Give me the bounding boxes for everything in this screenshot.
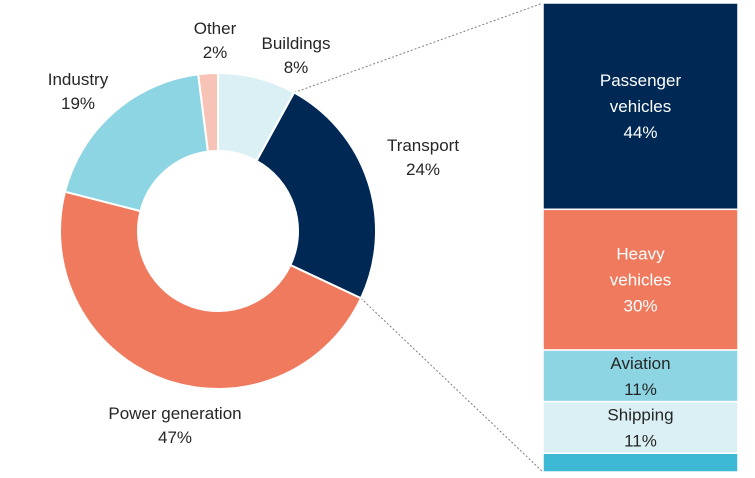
bar-segment-passenger-vehicles [542,2,739,211]
donut-value-label: 2% [203,43,228,62]
bar-category-label: Aviation [610,354,670,373]
donut-value-label: 47% [158,428,192,447]
bar-segment-heavy-vehicles [542,208,739,351]
bar-value-label: 11% [624,380,657,399]
connector-line-top [293,2,544,94]
stacked-bar-labels: Passenger vehicles 44% Heavy vehicles 30% Avia… [600,71,682,450]
donut-category-label: Power generation [108,404,241,423]
donut-value-label: 8% [284,58,309,77]
bar-segment-aviation [542,349,739,403]
donut-category-label: Transport [387,136,459,155]
bar-value-label: 44% [623,123,657,142]
donut-slice-power-generation [59,190,363,390]
donut-value-label: 24% [406,160,440,179]
donut-chart [59,71,377,390]
bar-category-label: Heavy [616,245,665,264]
bar-segment-other [542,452,739,473]
bar-category-label: Shipping [607,405,673,424]
connector-line-bottom [360,297,544,473]
bar-value-label: 30% [623,297,657,316]
donut-slice-industry [63,73,210,213]
donut-category-label: Industry [48,70,109,89]
stacked-bar-chart [542,2,739,473]
donut-category-label: Other [194,19,237,38]
bar-category-label: Passenger [600,71,682,90]
bar-value-label: 11% [624,431,657,450]
donut-category-label: Buildings [262,34,331,53]
bar-category-label: vehicles [610,97,671,116]
donut-value-label: 19% [61,94,95,113]
donut-slice-other [197,71,219,153]
donut-labels: Buildings 8% Transport 24% Power generation 4… [48,19,460,447]
bar-category-label: vehicles [610,271,671,290]
donut-slice-transport [255,91,377,300]
connector-lines [293,2,544,473]
